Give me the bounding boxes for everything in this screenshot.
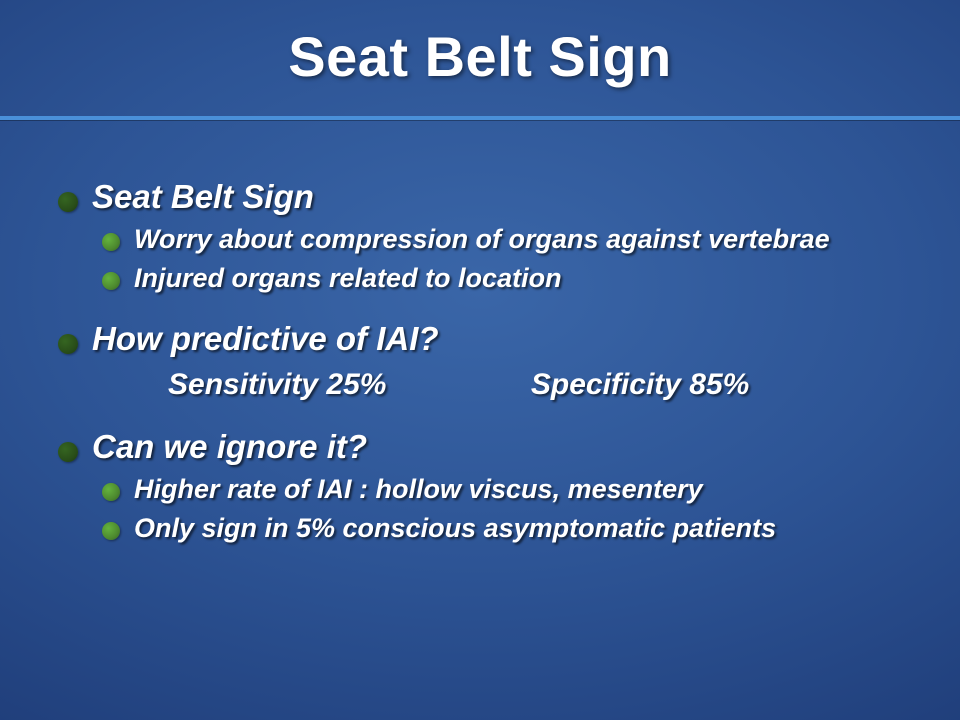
bullet-dot-icon	[58, 192, 78, 212]
bullet-l1-group3: Can we ignore it?	[58, 428, 920, 466]
bullet-text: Seat Belt Sign	[92, 178, 314, 216]
bullet-dot-icon	[102, 272, 120, 290]
bullet-dot-icon	[102, 233, 120, 251]
bullet-dot-icon	[58, 334, 78, 354]
bullet-l2-g1-0: Worry about compression of organs agains…	[58, 224, 920, 255]
slide-title: Seat Belt Sign	[0, 0, 960, 89]
bullet-dot-icon	[102, 483, 120, 501]
bullet-l1-group1: Seat Belt Sign	[58, 178, 920, 216]
bullet-l2-g3-0: Higher rate of IAI : hollow viscus, mese…	[58, 474, 920, 505]
sensitivity-stat: Sensitivity 25%	[168, 368, 386, 402]
bullet-text: How predictive of IAI?	[92, 320, 439, 358]
specificity-stat: Specificity 85%	[531, 368, 749, 402]
slide-body: Seat Belt Sign Worry about compression o…	[58, 172, 920, 552]
bullet-text: Worry about compression of organs agains…	[134, 224, 830, 255]
stats-row: Sensitivity 25% Specificity 85%	[58, 368, 920, 402]
bullet-l2-g1-1: Injured organs related to location	[58, 263, 920, 294]
bullet-text: Only sign in 5% conscious asymptomatic p…	[134, 513, 776, 544]
title-divider	[0, 116, 960, 120]
bullet-text: Higher rate of IAI : hollow viscus, mese…	[134, 474, 703, 505]
bullet-dot-icon	[102, 522, 120, 540]
bullet-dot-icon	[58, 442, 78, 462]
bullet-l1-group2: How predictive of IAI?	[58, 320, 920, 358]
bullet-text: Can we ignore it?	[92, 428, 367, 466]
bullet-l2-g3-1: Only sign in 5% conscious asymptomatic p…	[58, 513, 920, 544]
bullet-text: Injured organs related to location	[134, 263, 562, 294]
